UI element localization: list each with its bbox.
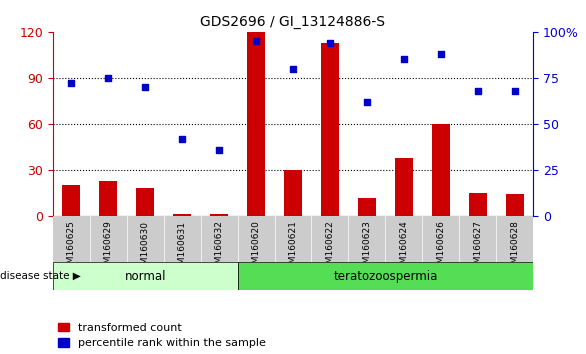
Point — [178, 136, 187, 142]
Text: GSM160631: GSM160631 — [178, 221, 186, 275]
Text: GSM160623: GSM160623 — [362, 221, 372, 275]
Point — [141, 84, 150, 90]
Text: GSM160632: GSM160632 — [214, 221, 224, 275]
Bar — [247, 32, 265, 216]
Point — [510, 88, 519, 93]
Point — [67, 81, 76, 86]
Bar — [136, 188, 154, 216]
Bar — [321, 42, 339, 216]
Point — [251, 38, 261, 44]
Point — [325, 40, 335, 46]
Title: GDS2696 / GI_13124886-S: GDS2696 / GI_13124886-S — [200, 16, 386, 29]
Text: GSM160625: GSM160625 — [67, 221, 76, 275]
Bar — [284, 170, 302, 216]
Bar — [469, 193, 487, 216]
Point — [214, 147, 224, 153]
Text: GSM160629: GSM160629 — [104, 221, 113, 275]
Bar — [394, 158, 413, 216]
Text: GSM160627: GSM160627 — [473, 221, 482, 275]
Text: GSM160626: GSM160626 — [437, 221, 445, 275]
Bar — [53, 262, 237, 290]
Text: GSM160624: GSM160624 — [400, 221, 408, 275]
Bar — [432, 124, 450, 216]
Point — [104, 75, 113, 81]
Point — [436, 51, 445, 57]
Bar — [237, 262, 533, 290]
Bar — [99, 181, 117, 216]
Point — [362, 99, 372, 105]
Text: GSM160620: GSM160620 — [251, 221, 261, 275]
Bar — [210, 215, 229, 216]
Bar — [506, 194, 524, 216]
Bar — [173, 215, 192, 216]
Text: GSM160622: GSM160622 — [325, 221, 335, 275]
Text: disease state ▶: disease state ▶ — [0, 271, 81, 281]
Point — [399, 57, 408, 62]
Point — [473, 88, 482, 93]
Text: normal: normal — [124, 270, 166, 282]
Text: GSM160621: GSM160621 — [288, 221, 298, 275]
Bar — [62, 185, 80, 216]
Point — [288, 66, 298, 72]
Text: GSM160628: GSM160628 — [510, 221, 519, 275]
Bar — [357, 198, 376, 216]
Text: GSM160630: GSM160630 — [141, 221, 149, 275]
Legend: transformed count, percentile rank within the sample: transformed count, percentile rank withi… — [58, 322, 266, 348]
Text: teratozoospermia: teratozoospermia — [333, 270, 438, 282]
